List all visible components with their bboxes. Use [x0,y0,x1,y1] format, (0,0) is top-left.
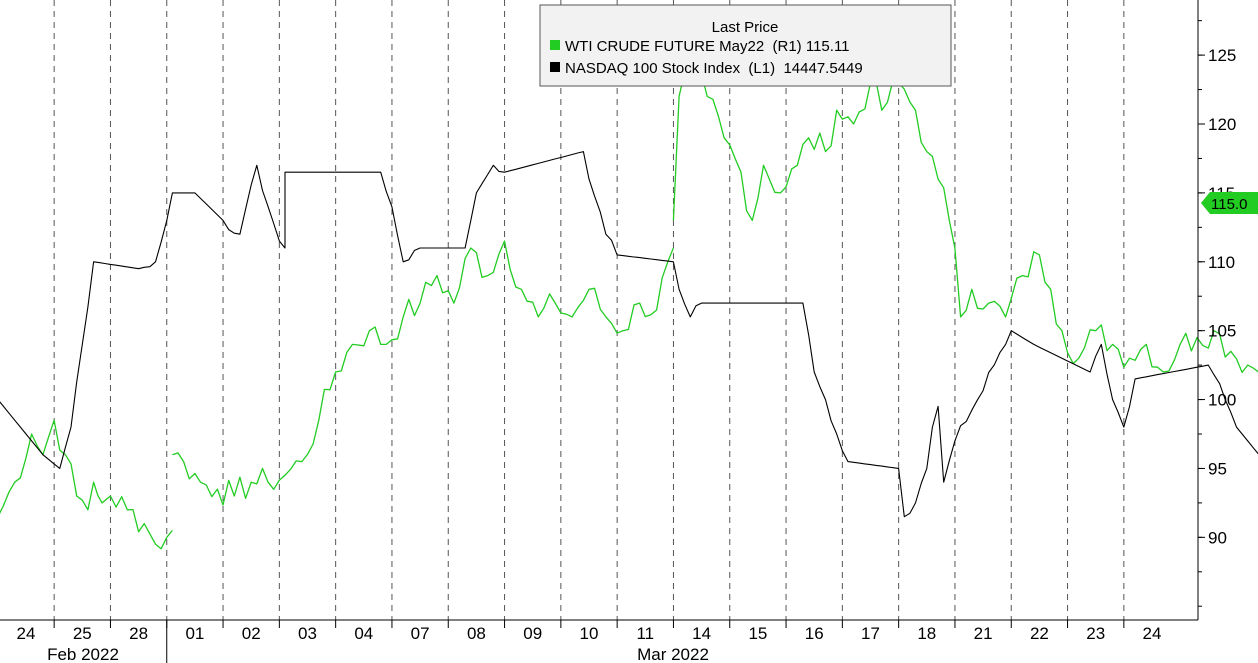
legend: Last Price WTI CRUDE FUTURE May22 (R1) 1… [539,4,952,87]
last-value-tag-shape [1201,192,1258,214]
month-label: Feb 2022 [47,645,119,663]
x-tick-label: 23 [1086,624,1105,643]
x-tick-label: 16 [805,624,824,643]
legend-box [539,4,952,87]
x-tick-label: 14 [692,624,711,643]
x-tick-label: 11 [636,624,654,643]
x-tick-label: 10 [580,624,599,643]
x-tick-label: 18 [917,624,936,643]
legend-swatch-wti [550,40,560,50]
x-tick-label: 09 [523,624,542,643]
x-tick-label: 22 [1030,624,1049,643]
x-tick-label: 07 [411,624,430,643]
series-line-wti [172,240,675,506]
x-tick-label: 15 [748,624,767,643]
month-label: Mar 2022 [637,645,709,663]
legend-entry-nasdaq-value: 14447.5449 [783,60,862,77]
legend-swatch-nasdaq [550,62,560,72]
legend-entry-wti-value: 115.11 [806,38,850,55]
y-tick-label: 95 [1208,459,1227,478]
y-tick-label: 120 [1208,115,1236,134]
x-tick-label: 25 [73,624,92,643]
x-tick-label: 01 [185,624,204,643]
x-tick-label: 21 [974,624,993,643]
series-line-nasdaq [0,151,1258,518]
y-tick-label: 100 [1208,391,1236,410]
legend-entry-wti-label: WTI CRUDE FUTURE May22 (R1) 115.11 [565,38,850,55]
legend-title: Last Price [712,19,779,36]
x-tick-label: 24 [17,624,36,643]
series-line-wti [672,63,1258,374]
x-tick-label: 08 [467,624,486,643]
x-tick-label: 04 [354,624,373,643]
legend-entry-nasdaq-name: NASDAQ 100 Stock Index (L1) [565,60,775,77]
x-tick-label: 24 [1143,624,1162,643]
grid-lines [53,0,1125,620]
y-tick-label: 125 [1208,46,1236,65]
last-value-tag-text: 115.0 [1211,196,1247,213]
y-tick-label: 110 [1208,253,1235,272]
x-tick-label: 02 [242,624,261,643]
y-tick-label: 90 [1208,528,1227,547]
series-line-wti [0,419,173,550]
last-value-tag: 115.0 [1201,192,1258,214]
legend-entry-wti-name: WTI CRUDE FUTURE May22 (R1) [565,38,802,55]
legend-entry-nasdaq-label: NASDAQ 100 Stock Index (L1) 14447.5449 [565,60,863,77]
x-tick-label: 03 [298,624,317,643]
x-tick-label: 28 [129,624,148,643]
x-tick-label: 17 [861,624,880,643]
y-tick-label: 105 [1208,322,1236,341]
series-layer [0,63,1258,550]
